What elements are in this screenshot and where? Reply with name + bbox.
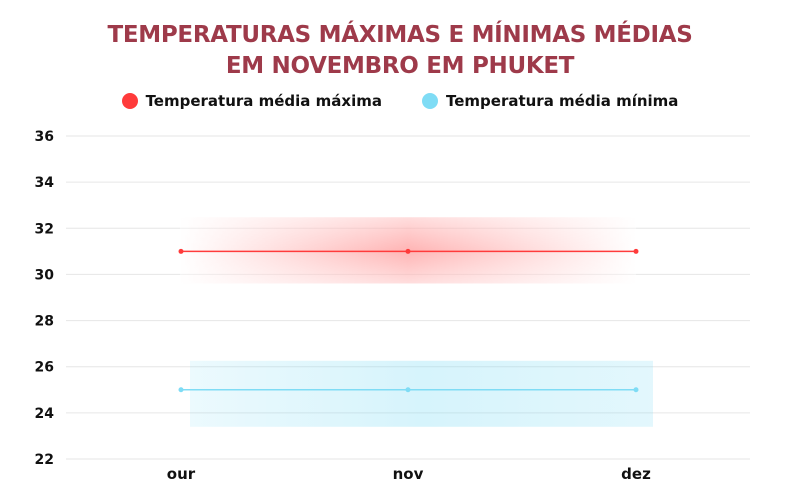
- min-band: [190, 360, 653, 427]
- y-tick-label-22: 22: [35, 452, 54, 468]
- legend-label-min: Temperatura média mínima: [445, 92, 679, 110]
- y-tick-label-32: 32: [35, 221, 54, 237]
- x-tick-label-nov: nov: [393, 465, 424, 483]
- data-point-0-our: [178, 248, 184, 254]
- legend-label-max: Temperatura média máxima: [145, 92, 382, 110]
- data-point-1-nov: [405, 387, 411, 393]
- data-point-1-our: [178, 387, 184, 393]
- chart-title-line-1: TEMPERATURAS MÁXIMAS E MÍNIMAS MÉDIAS: [107, 22, 693, 48]
- legend-marker-max: [121, 93, 138, 109]
- x-tick-label-dez: dez: [621, 465, 651, 483]
- legend-item-min[interactable]: Temperatura média mínima: [421, 92, 679, 110]
- x-tick-label-our: our: [167, 465, 196, 483]
- data-point-1-dez: [633, 387, 639, 393]
- data-point-0-nov: [405, 248, 411, 254]
- legend-marker-min: [421, 93, 438, 109]
- y-tick-label-28: 28: [35, 314, 54, 330]
- chart-title-line-2: EM NOVEMBRO EM PHUKET: [225, 53, 575, 79]
- chart-title: TEMPERATURAS MÁXIMAS E MÍNIMAS MÉDIAS EM…: [0, 20, 800, 82]
- y-tick-label-30: 30: [35, 267, 55, 283]
- data-point-0-dez: [633, 248, 639, 254]
- y-tick-label-24: 24: [35, 406, 55, 422]
- legend: Temperatura média máxima Temperatura méd…: [0, 92, 800, 110]
- y-tick-label-34: 34: [35, 175, 55, 191]
- y-tick-label-36: 36: [35, 129, 54, 145]
- y-tick-label-26: 26: [35, 360, 54, 376]
- legend-item-max[interactable]: Temperatura média máxima: [121, 92, 382, 110]
